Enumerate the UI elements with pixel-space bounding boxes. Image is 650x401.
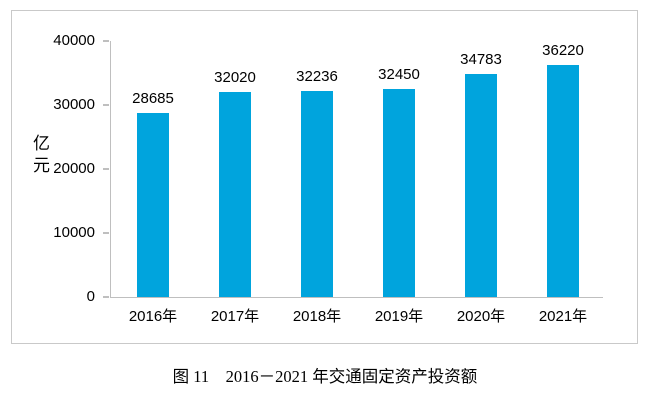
y-axis-tick xyxy=(103,296,109,298)
bar-value-label: 32020 xyxy=(214,69,256,86)
bar xyxy=(301,91,333,297)
y-axis-tick-label: 10000 xyxy=(53,224,95,241)
y-axis-tick-label: 20000 xyxy=(53,160,95,177)
y-axis-tick xyxy=(103,104,109,106)
bar xyxy=(383,89,415,297)
bar-value-label: 34783 xyxy=(460,51,502,68)
bar xyxy=(465,74,497,297)
x-axis-label: 2020年 xyxy=(456,308,506,325)
y-axis-tick-label: 30000 xyxy=(53,96,95,113)
plot-area: 0 10000 20000 30000 40000 28685 2016年 32020 2017… xyxy=(53,33,603,325)
chart-frame: 亿元 0 10000 20000 30000 40000 28685 2016年 32020 2… xyxy=(11,10,638,344)
bar xyxy=(547,65,579,297)
y-axis-tick xyxy=(103,232,109,234)
x-axis-label: 2021年 xyxy=(538,308,588,325)
y-axis-tick xyxy=(103,168,109,170)
x-axis-label: 2019年 xyxy=(374,308,424,325)
y-axis-tick xyxy=(103,40,109,42)
bar-value-label: 32450 xyxy=(378,66,420,83)
bar xyxy=(219,92,251,297)
figure-caption: 图 11 2016－2021 年交通固定资产投资额 xyxy=(172,367,478,386)
x-axis-label: 2017年 xyxy=(210,308,260,325)
bar xyxy=(137,113,169,297)
bar-value-label: 32236 xyxy=(296,68,338,85)
x-axis-label: 2018年 xyxy=(292,308,342,325)
y-axis-title: 亿元 xyxy=(30,134,49,178)
bar-value-label: 28685 xyxy=(132,90,174,107)
y-axis-tick-label: 0 xyxy=(86,288,95,305)
y-axis-tick-label: 40000 xyxy=(53,32,95,49)
bar-value-label: 36220 xyxy=(542,42,584,59)
x-axis-label: 2016年 xyxy=(128,308,178,325)
